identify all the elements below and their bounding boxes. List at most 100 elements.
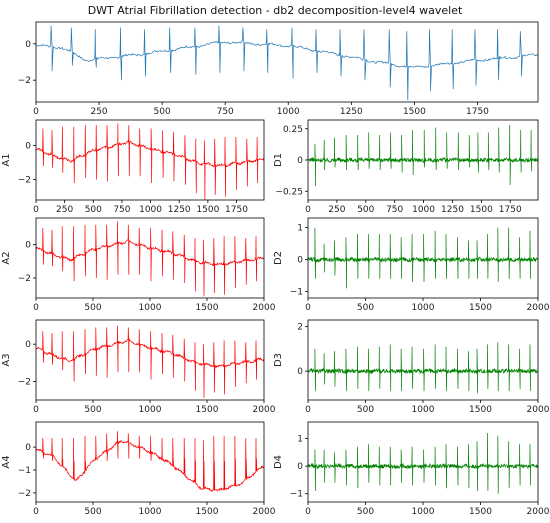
x-tick-label: 1750 [466,107,489,117]
x-tick-label: 0 [33,303,39,313]
x-tick-label: 0 [33,205,39,215]
y-axis-label: A2 [1,251,12,264]
x-tick-label: 1500 [196,303,219,313]
x-tick-label: 0 [305,303,311,313]
x-tick-label: 500 [357,303,374,313]
x-tick-label: 1000 [139,303,162,313]
series-line-a3 [35,325,265,399]
axes-frame [35,217,265,299]
y-tick-label: 0 [25,40,31,50]
y-axis-label: D2 [273,251,284,265]
y-tick-label: 0 [25,142,31,152]
y-tick-label: −1 [290,490,303,500]
y-tick-label: 0 [25,241,31,251]
y-axis-label: D4 [273,455,284,469]
x-tick-label: 750 [217,107,234,117]
x-tick-label: 1500 [196,205,219,215]
series-line-a1 [35,123,265,201]
x-tick-label: 0 [305,507,311,517]
y-tick-label: 0 [297,256,303,266]
y-tick-label: 0.25 [283,125,303,135]
series-line-d3 [307,342,539,394]
x-tick-label: 1250 [168,205,191,215]
x-tick-label: 0 [305,205,311,215]
x-tick-label: 250 [56,205,73,215]
x-tick-label: 2000 [527,405,550,415]
x-tick-label: 500 [84,303,101,313]
x-tick-label: 2000 [253,303,276,313]
subplot-a4: 0 500 1000 1500 2000 0 −1 −2 A4 [1,421,276,517]
series-line-a2 [35,221,265,297]
subplot-a3: 0 500 1000 1500 2000 0 −2 A3 [1,319,276,415]
x-tick-label: 1500 [403,107,426,117]
x-tick-label: 500 [84,507,101,517]
y-axis-label: A4 [1,455,12,468]
x-tick-label: 2000 [253,405,276,415]
x-tick-label: 1250 [441,205,464,215]
y-axis-label: A1 [1,153,12,166]
y-tick-label: 0 [25,443,31,453]
x-tick-label: 1500 [196,405,219,415]
figure-title: DWT Atrial Fibrillation detection - db2 … [88,4,463,17]
series-line-signal [35,25,538,101]
axes-frame [307,421,539,503]
x-tick-label: 500 [85,205,102,215]
y-tick-label: −2 [18,76,31,86]
x-tick-label: 1000 [139,507,162,517]
x-tick-label: 500 [357,205,374,215]
series-line-d4 [307,432,539,494]
axes-frame [307,319,539,401]
x-tick-label: 750 [386,205,403,215]
y-tick-label: 0 [297,367,303,377]
x-tick-label: 0 [305,405,311,415]
x-tick-label: 1000 [412,205,435,215]
x-tick-label: 1500 [469,507,492,517]
x-tick-label: 2000 [253,507,276,517]
y-tick-label: 1 [297,435,303,445]
y-tick-label: 2 [297,323,303,333]
x-tick-label: 500 [357,405,374,415]
subplot-a1: 0 250 500 750 1000 1250 1500 1750 0 −2 A1 [1,119,265,215]
y-tick-label: −2 [18,176,31,186]
series-line-d2 [307,227,539,289]
x-tick-label: 250 [90,107,107,117]
x-tick-label: 1000 [139,205,162,215]
axes-frame [35,21,539,103]
x-tick-label: 500 [357,507,374,517]
x-tick-label: 1000 [412,405,435,415]
x-tick-label: 1500 [469,405,492,415]
x-tick-label: 2000 [527,507,550,517]
x-tick-label: 0 [33,405,39,415]
x-tick-label: 1250 [340,107,363,117]
axes-frame [35,119,265,201]
x-tick-label: 500 [154,107,171,117]
y-tick-label: −1 [18,466,31,476]
subplot-signal: 0 250 500 750 1000 1250 1500 1750 0 −2 [18,21,539,117]
y-axis-label: D1 [273,153,284,167]
x-tick-label: 1000 [412,507,435,517]
x-tick-label: 250 [328,205,345,215]
y-tick-label: −2 [18,274,31,284]
subplot-a2: 0 500 1000 1500 2000 0 −2 A2 [1,217,276,313]
x-tick-label: 2000 [527,303,550,313]
y-tick-label: −0.25 [275,187,303,197]
x-tick-label: 0 [33,507,39,517]
y-tick-label: 0 [297,462,303,472]
y-tick-label: −2 [18,377,31,387]
x-tick-label: 1750 [499,205,522,215]
x-tick-label: 1750 [225,205,248,215]
subplot-d3: 0 500 1000 1500 2000 2 0 D3 [273,319,550,415]
axes-frame [35,319,265,401]
x-tick-label: 1000 [277,107,300,117]
x-tick-label: 750 [113,205,130,215]
x-tick-label: 1000 [139,405,162,415]
y-axis-label: D3 [273,353,284,367]
y-tick-label: 0 [25,340,31,350]
x-tick-label: 1500 [469,303,492,313]
series-line-a4 [35,431,264,493]
